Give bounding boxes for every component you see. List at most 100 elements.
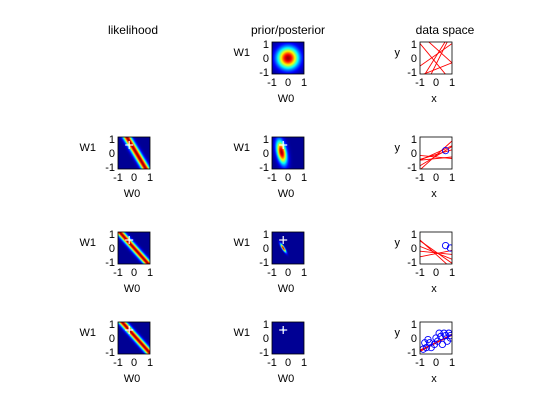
axes-frame	[419, 41, 453, 75]
x-tick-label: -1	[415, 77, 425, 89]
y-tick-label: 1	[263, 134, 269, 146]
data-point	[446, 244, 452, 252]
y-axis-label: W1	[80, 237, 97, 249]
sample-line	[420, 43, 452, 67]
axes-frame	[271, 136, 305, 170]
y-tick-label: 1	[411, 319, 417, 331]
x-tick-label: 1	[301, 172, 307, 184]
column-title-prior-posterior: prior/posterior	[251, 23, 325, 37]
true-weight-marker	[279, 326, 288, 334]
y-tick-label: -1	[259, 67, 269, 79]
y-tick-label: 1	[263, 229, 269, 241]
y-axis-label: W1	[234, 142, 251, 154]
y-tick-label: -1	[407, 67, 417, 79]
y-tick-label: 0	[109, 148, 115, 160]
sample-line	[420, 140, 452, 169]
axes-frame	[419, 231, 453, 265]
y-tick-label: -1	[105, 162, 115, 174]
x-tick-label: -1	[415, 267, 425, 279]
y-tick-label: 0	[411, 333, 417, 345]
y-axis-label: W1	[234, 47, 251, 59]
axes-frame	[117, 231, 151, 265]
y-tick-label: -1	[407, 162, 417, 174]
sample-line	[420, 43, 446, 74]
sample-line	[420, 333, 452, 352]
x-axis-label: W0	[278, 373, 295, 385]
sample-line	[420, 250, 452, 255]
x-tick-label: -1	[267, 77, 277, 89]
y-tick-label: 0	[411, 243, 417, 255]
x-tick-label: 0	[131, 172, 137, 184]
y-tick-label: 1	[263, 39, 269, 51]
data-point	[427, 343, 435, 352]
column-title-data-space: data space	[416, 23, 475, 37]
true-weight-marker	[279, 141, 288, 149]
axes-frame	[117, 136, 151, 170]
x-axis-label: W0	[278, 283, 295, 295]
x-tick-label: 0	[433, 172, 439, 184]
data-point	[432, 334, 440, 342]
y-tick-label: 0	[263, 53, 269, 65]
y-tick-label: -1	[407, 347, 417, 359]
heatmap-image	[118, 137, 150, 169]
x-tick-label: 1	[147, 172, 153, 184]
y-tick-label: 0	[263, 333, 269, 345]
x-tick-label: 0	[433, 267, 439, 279]
y-axis-label: W1	[234, 327, 251, 339]
y-tick-label: -1	[259, 162, 269, 174]
x-tick-label: 1	[147, 357, 153, 369]
y-tick-label: 1	[411, 134, 417, 146]
y-tick-label: 1	[109, 134, 115, 146]
data-point	[441, 146, 450, 155]
y-tick-label: 0	[109, 243, 115, 255]
x-axis-label: x	[431, 93, 437, 105]
x-axis-label: W0	[124, 373, 141, 385]
axes-frame	[271, 321, 305, 355]
y-axis-label: y	[395, 142, 401, 154]
axes-frame	[419, 136, 453, 170]
y-tick-label: 1	[411, 39, 417, 51]
axes-frame	[271, 41, 305, 75]
x-axis-label: W0	[124, 283, 141, 295]
plot-area	[420, 232, 452, 264]
sample-line	[422, 62, 452, 74]
x-tick-label: -1	[415, 357, 425, 369]
y-tick-label: 0	[263, 243, 269, 255]
data-point	[446, 331, 452, 340]
x-tick-label: 1	[449, 357, 455, 369]
x-tick-label: -1	[267, 172, 277, 184]
data-point	[440, 329, 448, 337]
subplot-samples-r3: 10-1-1 0 1xy	[395, 319, 456, 385]
x-axis-label: W0	[278, 188, 295, 200]
axes-frame	[419, 321, 453, 355]
y-axis-label: y	[395, 237, 401, 249]
x-tick-label: 1	[449, 77, 455, 89]
x-axis-label: x	[431, 373, 437, 385]
true-weight-marker	[279, 236, 288, 244]
heatmap-image	[272, 42, 304, 74]
x-tick-label: 0	[285, 77, 291, 89]
x-tick-label: -1	[415, 172, 425, 184]
y-tick-label: -1	[259, 257, 269, 269]
sample-line	[420, 154, 452, 160]
y-tick-label: 0	[411, 148, 417, 160]
y-tick-label: 0	[411, 53, 417, 65]
y-axis-label: y	[395, 47, 401, 59]
x-tick-label: 0	[285, 357, 291, 369]
x-tick-label: 0	[131, 357, 137, 369]
data-point	[421, 339, 429, 347]
y-tick-label: 1	[109, 319, 115, 331]
y-tick-label: 0	[109, 333, 115, 345]
x-axis-label: W0	[278, 93, 295, 105]
x-tick-label: 0	[433, 357, 439, 369]
axes-frame	[271, 231, 305, 265]
data-point	[441, 241, 450, 250]
x-tick-label: 0	[285, 172, 291, 184]
sample-line	[428, 42, 452, 64]
x-tick-label: -1	[267, 267, 277, 279]
